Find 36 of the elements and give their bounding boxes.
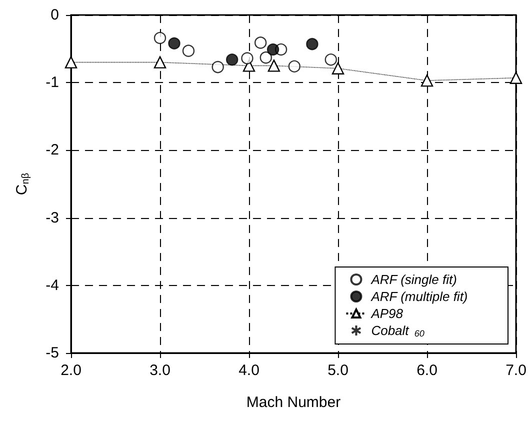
point [168,37,180,50]
point [420,74,434,87]
point [212,60,224,74]
x-tick-label: 7.0 [506,362,526,379]
y-tick-label: -4 [46,276,59,294]
point [510,72,522,84]
point [268,60,280,72]
legend-label: Cobalt 60 [371,323,424,338]
point [154,32,166,44]
point [254,36,267,49]
point [241,52,254,64]
y-tick-label: 0 [50,6,59,24]
y-axis-title: Cnβ [14,172,32,196]
point [64,56,78,68]
point [332,62,344,75]
y-tick-label: -1 [46,74,59,92]
legend-label: ARF (multiple fit) [370,289,468,304]
x-tick-label: 5.0 [328,362,348,379]
point [154,56,166,68]
point [266,43,280,56]
y-tick-label: -3 [46,209,59,226]
x-tick-label: 4.0 [238,362,260,379]
y-tick-label: -5 [46,344,59,362]
legend-label: ARF (single fit) [370,272,457,287]
y-tick-label: -2 [46,142,59,159]
point [306,38,318,50]
point [226,54,238,66]
x-axis-title: Mach Number [246,394,341,411]
point [260,51,272,64]
point [182,44,195,57]
x-tick-label: 3.0 [150,362,170,379]
point [288,60,300,72]
x-tick-label: 6.0 [416,362,438,379]
point [324,54,337,66]
x-tick-label: 2.0 [60,362,82,379]
legend-label: AP98 [370,306,404,321]
